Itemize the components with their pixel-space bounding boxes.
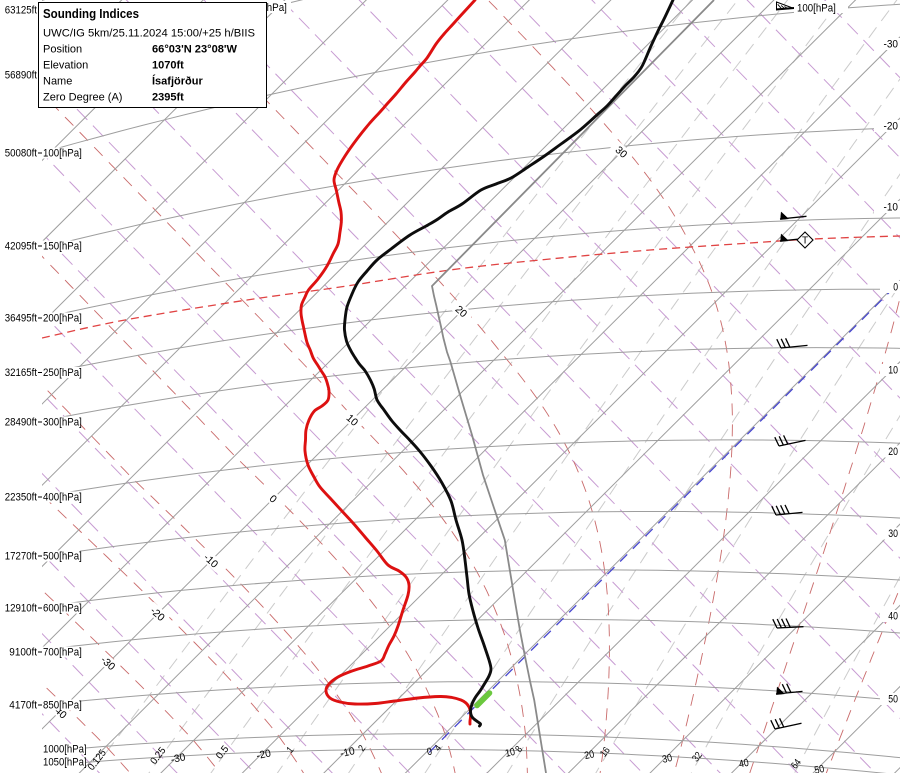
svg-text:-30: -30 (170, 751, 187, 766)
svg-text:0: 0 (426, 746, 433, 759)
svg-text:17270ft: 17270ft (5, 551, 37, 563)
svg-text:-10: -10 (884, 202, 899, 214)
svg-text:4: 4 (433, 743, 445, 754)
svg-text:1070ft: 1070ft (152, 60, 184, 72)
svg-text:40: 40 (738, 757, 750, 771)
svg-text:UWC/IG 5km/25.11.2024 15:00/+2: UWC/IG 5km/25.11.2024 15:00/+25 h/BIIS (43, 28, 255, 40)
svg-text:250[hPa]: 250[hPa] (43, 367, 82, 379)
svg-text:66°03'N 23°08'W: 66°03'N 23°08'W (152, 44, 238, 56)
svg-text:850[hPa]: 850[hPa] (43, 700, 82, 712)
svg-text:4170ft: 4170ft (9, 700, 37, 712)
svg-text:36495ft: 36495ft (5, 313, 37, 325)
svg-text:1000[hPa]: 1000[hPa] (43, 744, 87, 756)
svg-text:9100ft: 9100ft (9, 647, 37, 659)
svg-text:Ísafjörður: Ísafjörður (152, 75, 203, 88)
svg-text:200[hPa]: 200[hPa] (43, 313, 82, 325)
svg-text:100[hPa]: 100[hPa] (797, 3, 836, 15)
svg-text:30: 30 (661, 752, 673, 766)
svg-text:Position: Position (43, 44, 82, 56)
svg-text:63125ft: 63125ft (5, 5, 37, 17)
svg-text:2395ft: 2395ft (152, 92, 184, 104)
svg-text:-10: -10 (339, 745, 356, 760)
svg-text:Name: Name (43, 76, 72, 88)
svg-text:600[hPa]: 600[hPa] (43, 603, 82, 615)
svg-text:32165ft: 32165ft (5, 367, 37, 379)
svg-text:10: 10 (888, 365, 898, 377)
svg-text:Elevation: Elevation (43, 60, 88, 72)
svg-text:-20: -20 (884, 121, 899, 133)
svg-text:-30: -30 (884, 39, 899, 51)
svg-text:8: 8 (514, 744, 526, 755)
svg-text:22350ft: 22350ft (5, 492, 37, 504)
svg-text:300[hPa]: 300[hPa] (43, 417, 82, 429)
svg-text:30: 30 (888, 528, 898, 540)
svg-text:2: 2 (357, 743, 369, 754)
svg-text:-20: -20 (255, 747, 272, 762)
svg-text:Sounding Indices: Sounding Indices (43, 7, 139, 21)
svg-text:42095ft: 42095ft (5, 241, 37, 253)
svg-text:50080ft: 50080ft (5, 148, 37, 160)
svg-text:10: 10 (504, 746, 516, 760)
svg-text:0: 0 (893, 282, 898, 294)
svg-text:12910ft: 12910ft (5, 603, 37, 615)
svg-text:40: 40 (888, 611, 898, 623)
svg-text:1050[hPa]: 1050[hPa] (43, 757, 87, 769)
svg-text:56890ft: 56890ft (5, 70, 37, 82)
svg-text:Zero Degree (A): Zero Degree (A) (43, 92, 122, 104)
svg-text:28490ft: 28490ft (5, 417, 37, 429)
svg-text:500[hPa]: 500[hPa] (43, 551, 82, 563)
svg-text:20: 20 (888, 446, 898, 458)
svg-text:700[hPa]: 700[hPa] (43, 647, 82, 659)
svg-text:100[hPa]: 100[hPa] (43, 148, 82, 160)
svg-text:20: 20 (583, 748, 595, 762)
svg-text:50: 50 (888, 694, 898, 706)
svg-text:400[hPa]: 400[hPa] (43, 492, 82, 504)
svg-text:T: T (802, 236, 808, 247)
svg-text:150[hPa]: 150[hPa] (43, 241, 82, 253)
svg-text:1: 1 (285, 745, 297, 756)
